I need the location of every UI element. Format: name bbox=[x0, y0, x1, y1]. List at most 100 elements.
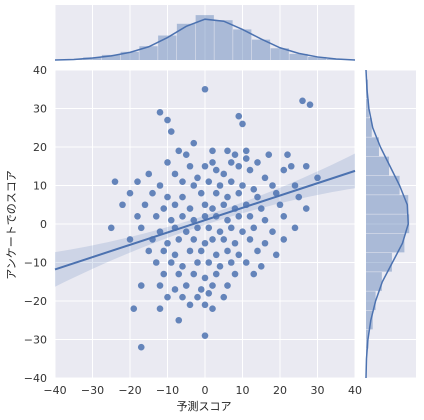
data-point bbox=[235, 252, 242, 259]
data-point bbox=[247, 167, 254, 174]
data-point bbox=[262, 240, 269, 247]
x-tick-label: 10 bbox=[236, 384, 250, 397]
data-point bbox=[157, 282, 164, 289]
data-point bbox=[220, 201, 227, 208]
x-histogram-bar bbox=[233, 29, 251, 60]
data-point bbox=[157, 109, 164, 116]
data-point bbox=[277, 201, 284, 208]
data-point bbox=[198, 190, 205, 197]
data-point bbox=[228, 259, 235, 266]
data-point bbox=[228, 225, 235, 232]
y-tick-label: −10 bbox=[24, 257, 47, 270]
y-histogram-bar bbox=[366, 214, 409, 233]
data-point bbox=[145, 248, 152, 255]
data-point bbox=[194, 175, 201, 182]
data-point bbox=[243, 148, 250, 155]
data-point bbox=[303, 163, 310, 170]
data-point bbox=[258, 263, 265, 270]
data-point bbox=[209, 148, 216, 155]
data-point bbox=[262, 175, 269, 182]
x-tick-label: −10 bbox=[156, 384, 179, 397]
y-tick-label: 0 bbox=[40, 218, 47, 231]
x-tick-label: 40 bbox=[348, 384, 362, 397]
x-tick-label: −40 bbox=[43, 384, 66, 397]
data-point bbox=[247, 236, 254, 243]
x-histogram-bar bbox=[177, 24, 195, 60]
y-marginal-distribution bbox=[366, 70, 416, 378]
data-point bbox=[194, 225, 201, 232]
data-point bbox=[145, 171, 152, 178]
x-axis-ticks: −40 −30 −20 −10 0 10 20 30 40 bbox=[43, 384, 362, 397]
data-point bbox=[157, 182, 164, 189]
data-point bbox=[108, 225, 115, 232]
data-point bbox=[172, 171, 179, 178]
data-point bbox=[209, 236, 216, 243]
data-point bbox=[235, 113, 242, 120]
data-point bbox=[164, 240, 171, 247]
data-point bbox=[295, 194, 302, 201]
data-point bbox=[168, 217, 175, 224]
data-point bbox=[172, 286, 179, 293]
data-point bbox=[202, 86, 209, 93]
y-tick-label: −30 bbox=[24, 334, 47, 347]
data-point bbox=[250, 186, 257, 193]
data-point bbox=[224, 148, 231, 155]
data-point bbox=[273, 252, 280, 259]
data-point bbox=[179, 194, 186, 201]
data-point bbox=[254, 248, 261, 255]
data-point bbox=[157, 305, 164, 312]
y-tick-label: 10 bbox=[33, 180, 47, 193]
x-tick-label: 0 bbox=[202, 384, 209, 397]
data-point bbox=[149, 190, 156, 197]
x-histogram-bar bbox=[214, 20, 232, 60]
data-point bbox=[239, 228, 246, 235]
y-tick-label: −40 bbox=[24, 372, 47, 385]
data-point bbox=[164, 117, 171, 124]
data-point bbox=[160, 248, 167, 255]
data-point bbox=[198, 286, 205, 293]
data-point bbox=[183, 282, 190, 289]
data-point bbox=[164, 294, 171, 301]
data-point bbox=[202, 302, 209, 309]
data-point bbox=[232, 271, 239, 278]
data-point bbox=[284, 151, 291, 158]
data-point bbox=[217, 228, 224, 235]
data-point bbox=[254, 194, 261, 201]
data-point bbox=[187, 163, 194, 170]
data-point bbox=[198, 248, 205, 255]
data-point bbox=[220, 294, 227, 301]
data-point bbox=[213, 190, 220, 197]
data-point bbox=[235, 190, 242, 197]
data-point bbox=[243, 155, 250, 162]
data-point bbox=[307, 101, 314, 108]
data-point bbox=[190, 182, 197, 189]
data-point bbox=[202, 163, 209, 170]
data-point bbox=[205, 259, 212, 266]
data-point bbox=[138, 225, 145, 232]
data-point bbox=[175, 236, 182, 243]
data-point bbox=[224, 217, 231, 224]
data-point bbox=[190, 236, 197, 243]
data-point bbox=[217, 263, 224, 270]
data-point bbox=[258, 205, 265, 212]
data-point bbox=[243, 259, 250, 266]
scatter-panel bbox=[55, 70, 355, 378]
x-tick-label: −30 bbox=[81, 384, 104, 397]
data-point bbox=[265, 151, 272, 158]
y-histogram-bar bbox=[366, 176, 400, 195]
data-point bbox=[187, 302, 194, 309]
y-histogram-bar bbox=[366, 253, 392, 272]
data-point bbox=[138, 282, 145, 289]
data-point bbox=[172, 201, 179, 208]
data-point bbox=[262, 217, 269, 224]
data-point bbox=[119, 201, 126, 208]
data-point bbox=[205, 225, 212, 232]
data-point bbox=[239, 121, 246, 128]
data-point bbox=[209, 282, 216, 289]
data-point bbox=[202, 201, 209, 208]
data-point bbox=[168, 259, 175, 266]
data-point bbox=[292, 225, 299, 232]
data-point bbox=[202, 332, 209, 339]
data-point bbox=[254, 159, 261, 166]
